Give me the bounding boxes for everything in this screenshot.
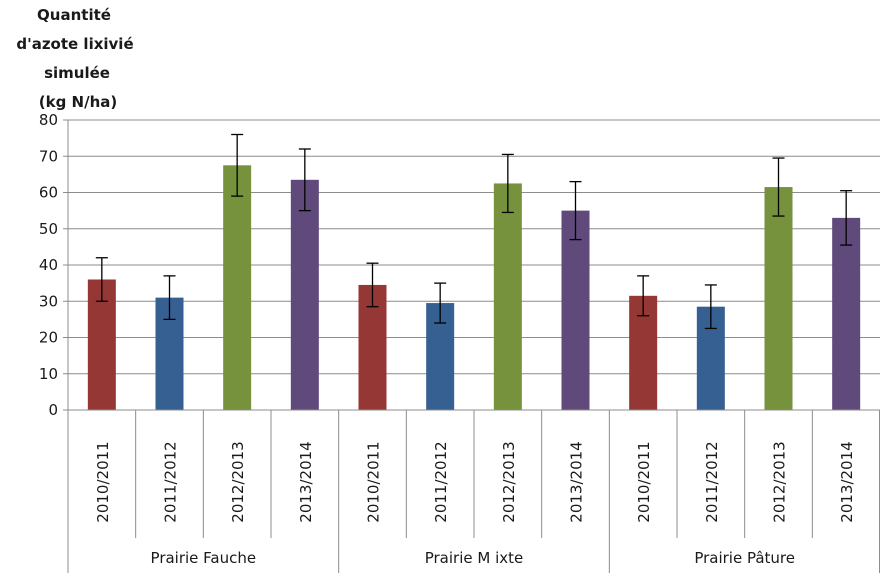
y-axis-label-line: (kg N/ha) bbox=[39, 93, 117, 111]
bar bbox=[223, 165, 252, 410]
x-group-label: Prairie M ixte bbox=[425, 549, 524, 567]
x-group-label: Prairie Fauche bbox=[151, 549, 257, 567]
x-group-labels: Prairie Fauche Prairie M ixte Prairie Pâtu… bbox=[151, 549, 795, 567]
error-bar bbox=[95, 257, 108, 302]
y-tick-label: 60 bbox=[39, 184, 58, 202]
y-axis-label: Quantité d'azote lixivié simulée (kg N/ha) bbox=[16, 6, 133, 111]
y-tick-label: 10 bbox=[39, 365, 58, 383]
error-bar bbox=[637, 275, 650, 317]
x-category-label: 2011/2012 bbox=[162, 441, 180, 522]
y-axis-label-line: simulée bbox=[44, 64, 110, 82]
y-tick-label: 30 bbox=[39, 292, 58, 310]
y-tick-label: 0 bbox=[48, 401, 58, 419]
x-category-label: 2010/2011 bbox=[94, 441, 112, 522]
bars bbox=[87, 165, 861, 410]
x-category-label: 2012/2013 bbox=[229, 441, 247, 522]
axes bbox=[67, 120, 880, 573]
bar bbox=[764, 187, 793, 410]
y-axis-label-line: Quantité bbox=[37, 6, 111, 24]
error-bar bbox=[298, 148, 311, 212]
y-tick-label: 70 bbox=[39, 147, 58, 165]
error-bar bbox=[772, 157, 785, 217]
x-category-label: 2011/2012 bbox=[432, 441, 450, 522]
bar bbox=[493, 183, 522, 410]
error-bar bbox=[840, 190, 853, 246]
y-tick-label: 20 bbox=[39, 329, 58, 347]
x-category-labels: 2010/2011 2011/2012 2012/2013 2013/2014 2010… bbox=[94, 441, 856, 522]
gridlines bbox=[68, 119, 880, 375]
y-tick-label: 80 bbox=[39, 111, 58, 129]
x-category-label: 2012/2013 bbox=[771, 441, 789, 522]
bar bbox=[561, 210, 590, 410]
y-axis-label-line: d'azote lixivié bbox=[16, 35, 133, 53]
error-bar bbox=[569, 180, 582, 241]
x-category-label: 2013/2014 bbox=[297, 441, 315, 522]
x-category-label: 2010/2011 bbox=[365, 441, 383, 522]
y-axis-ticks: 0 10 20 30 40 50 60 70 80 bbox=[39, 111, 68, 419]
bar bbox=[832, 217, 861, 410]
error-bar bbox=[163, 275, 176, 321]
y-tick-label: 50 bbox=[39, 220, 58, 238]
error-bar bbox=[501, 153, 514, 214]
error-bar bbox=[434, 282, 447, 324]
error-bars bbox=[95, 133, 853, 330]
bar bbox=[290, 179, 319, 410]
x-group-label: Prairie Pâture bbox=[694, 549, 795, 567]
x-category-label: 2011/2012 bbox=[703, 441, 721, 522]
y-tick-label: 40 bbox=[39, 256, 58, 274]
error-bar bbox=[366, 262, 379, 308]
x-category-label: 2013/2014 bbox=[568, 441, 586, 522]
error-bar bbox=[704, 284, 717, 330]
x-category-label: 2010/2011 bbox=[635, 441, 653, 522]
error-bar bbox=[231, 133, 244, 197]
x-category-label: 2013/2014 bbox=[838, 441, 856, 522]
x-category-label: 2012/2013 bbox=[500, 441, 518, 522]
